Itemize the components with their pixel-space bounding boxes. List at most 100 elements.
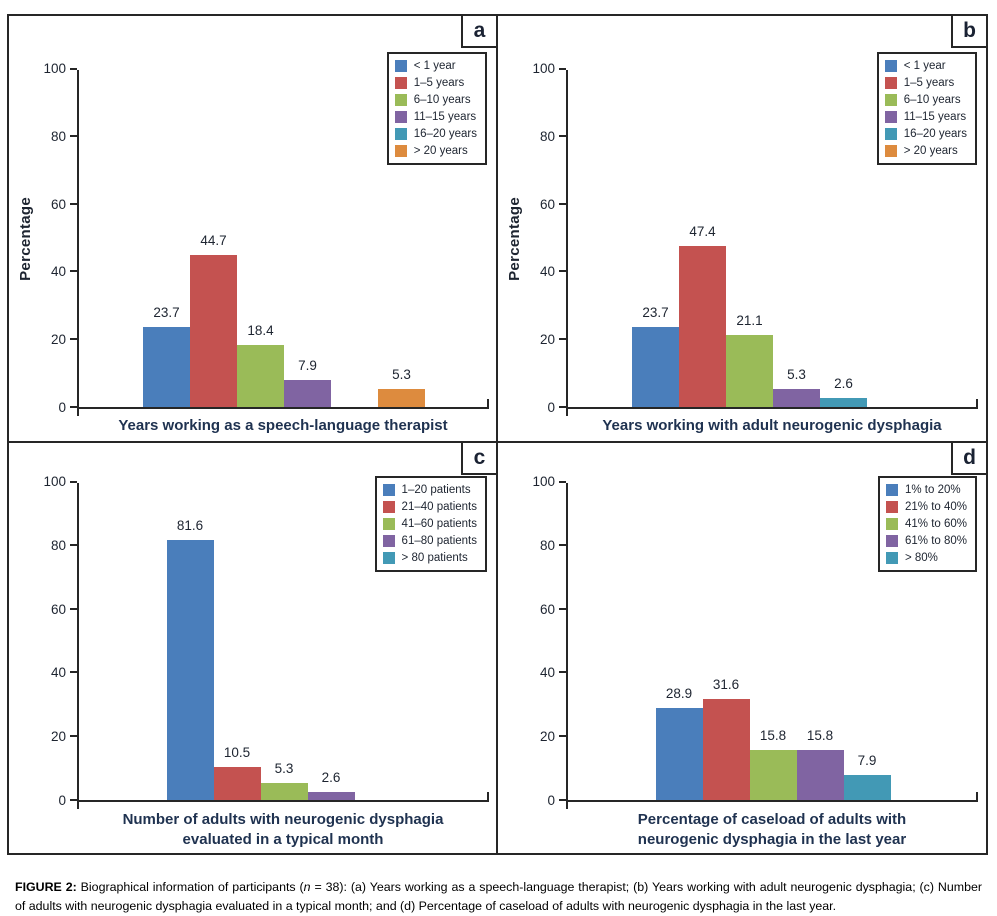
legend-label: 41–60 patients [401,518,477,530]
y-axis-tick-label: 40 [50,665,66,681]
legend-label: > 20 years [413,145,468,157]
bar-value-label: 7.9 [298,358,317,374]
bar-value-label: 10.5 [223,744,251,760]
y-axis-tick [559,406,566,408]
bar [820,398,867,407]
y-axis-tick-label: 100 [532,61,555,76]
y-axis-tick-label: 100 [532,474,555,489]
y-axis-tick [559,543,566,546]
y-axis-tick [70,671,77,674]
panel-letter: c [473,446,486,469]
panel-d: d 0 20 40 60 80 100 28.9 31.6 15.8 15.8 7.9 Percen… [498,443,986,853]
legend-swatch [885,535,898,547]
y-axis-tick [559,481,566,483]
bar [237,344,284,407]
legend-item: 1–20 patients [382,484,477,496]
y-axis-tick-label: 80 [50,537,66,553]
y-axis-tick-label: 80 [539,128,555,144]
bar-value-label: 15.8 [806,727,834,743]
y-axis-tick [70,799,77,801]
bar-value-label: 28.9 [665,685,693,701]
caption-n-italic: n [303,880,311,895]
y-axis-tick [70,607,77,610]
legend-swatch [884,60,897,72]
bar [143,326,190,407]
bar-value-label: 44.7 [200,233,227,249]
y-axis-tick-label: 0 [58,400,66,415]
bar-value-label: 21.1 [736,313,763,329]
legend-item: 41–60 patients [382,518,477,530]
y-axis-tick [559,338,566,341]
legend-item: 11–15 years [884,111,967,123]
legend-label: > 80 patients [401,552,468,564]
legend-swatch [884,145,897,157]
legend: 1% to 20% 21% to 40% 41% to 60% 61% to 80% >… [877,476,977,572]
legend-label: 11–15 years [413,111,477,123]
bar [796,749,844,800]
y-axis-tick-label: 40 [539,264,555,280]
legend-swatch [382,552,395,564]
x-axis-title: Years working as a speech-language thera… [118,417,448,434]
legend-swatch [885,552,898,564]
legend-label: 1–20 patients [401,484,471,496]
bar [260,783,308,800]
y-axis-tick [70,270,77,273]
bar [190,255,237,407]
panel-letter: d [963,446,976,469]
y-axis-label-wrap: Percentage [17,70,34,407]
legend-item: 1–5 years [394,77,477,89]
legend-label: 61% to 80% [904,535,967,547]
plot-area: 0 20 40 60 80 100 23.7 44.7 18.4 7.9 5.3 [43,61,489,416]
bar [702,699,750,800]
legend-swatch [394,145,407,157]
legend-swatch [884,128,897,140]
legend-swatch [382,501,395,513]
legend-label: > 80% [904,552,938,564]
y-axis-tick-label: 100 [43,61,66,76]
legend-label: 6–10 years [413,94,471,106]
legend-item: 1–5 years [884,77,967,89]
bar-value-label: 7.9 [857,752,877,768]
bar [284,380,331,407]
legend-label: 16–20 years [413,128,477,140]
legend-item: 16–20 years [394,128,477,140]
bar-value-label: 2.6 [834,376,853,392]
caption-text-1: Biographical information of participants… [76,880,304,895]
y-axis-tick-label: 0 [547,400,555,415]
bar [726,335,773,407]
bar [843,774,891,800]
legend-item: 16–20 years [884,128,967,140]
caption-label: FIGURE 2: [15,880,77,895]
legend-label: < 1 year [413,60,456,72]
y-axis-tick [559,735,566,738]
legend-swatch [382,518,395,530]
figure-caption: FIGURE 2: Biographical information of pa… [15,878,982,915]
bar-value-label: 23.7 [153,304,180,320]
legend-swatch [382,535,395,547]
y-axis-tick-label: 20 [50,729,66,745]
legend-swatch [394,111,407,123]
panel-a: a Percentage 0 20 40 60 80 100 23.7 44.7 18.4 7.9… [9,16,498,443]
legend-swatch [885,484,898,496]
legend-item: 6–10 years [394,94,477,106]
legend-label: 1–5 years [903,77,955,89]
y-axis-tick-label: 20 [539,729,555,745]
legend-label: 21–40 patients [401,501,477,513]
bar [749,749,797,800]
legend-label: 11–15 years [903,111,967,123]
legend: < 1 year 1–5 years 6–10 years 11–15 years 16… [386,52,487,165]
x-axis-title: Percentage of caseload of adults with ne… [637,811,907,849]
y-axis-tick [559,68,566,70]
x-axis-title: Number of adults with neurogenic dysphag… [122,811,444,849]
legend-label: 6–10 years [903,94,961,106]
bar [632,326,679,407]
legend-label: 61–80 patients [401,535,477,547]
legend-swatch [382,484,395,496]
y-axis-tick [70,134,77,137]
legend-swatch [394,60,407,72]
legend-item: 1% to 20% [885,484,967,496]
legend-swatch [885,501,898,513]
legend-item: > 20 years [884,145,967,157]
bar [213,766,261,800]
legend-item: 41% to 60% [885,518,967,530]
